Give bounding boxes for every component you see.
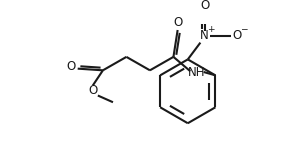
Text: O: O bbox=[232, 29, 241, 42]
Text: O: O bbox=[174, 16, 183, 29]
Text: NH: NH bbox=[188, 66, 206, 78]
Text: N: N bbox=[200, 29, 209, 42]
Text: O: O bbox=[88, 84, 98, 97]
Text: O: O bbox=[200, 0, 209, 12]
Text: O: O bbox=[66, 60, 76, 73]
Text: −: − bbox=[240, 25, 248, 34]
Text: +: + bbox=[208, 25, 215, 34]
